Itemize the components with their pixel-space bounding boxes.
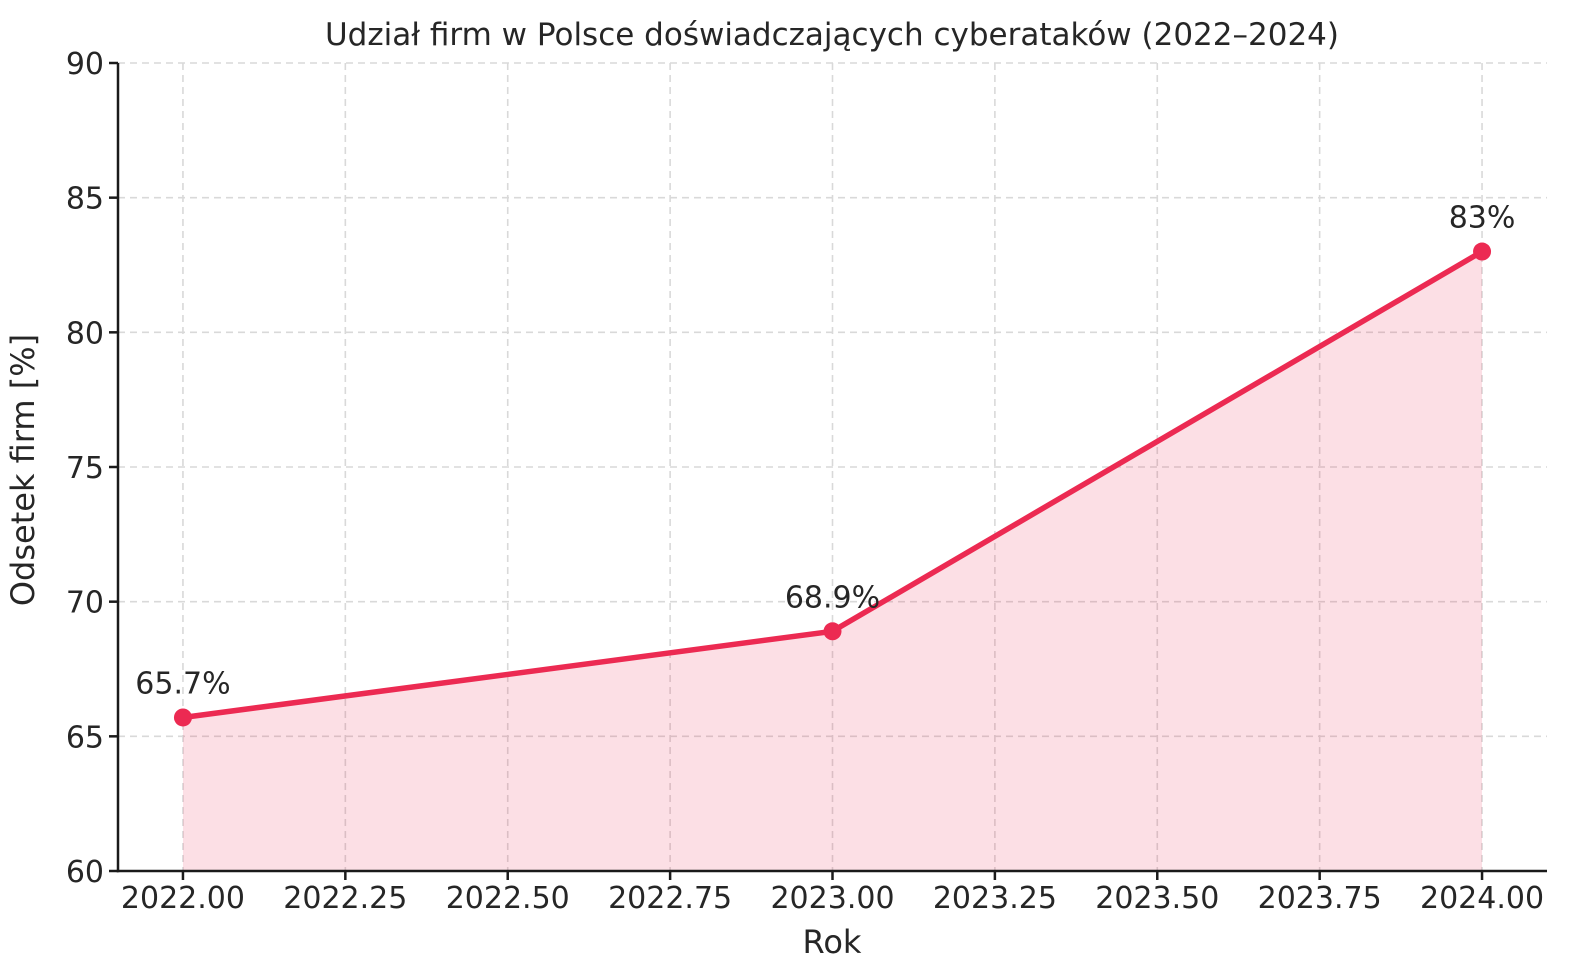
x-tick-label: 2023.00 [770,881,894,916]
y-tick-label: 70 [66,586,104,621]
point-label: 65.7% [135,666,230,701]
data-point [1473,242,1492,261]
x-tick-label: 2022.75 [608,881,732,916]
y-tick-label: 85 [66,182,104,217]
area-fill [182,251,1483,872]
x-tick-label: 2023.25 [933,881,1057,916]
point-labels-layer: 65.7% 68.9% 83% [135,201,1515,702]
y-tick-label: 80 [66,316,104,351]
x-tick-label: 2024.00 [1420,881,1544,916]
tick-labels-layer: 2022.00 2022.25 2022.50 2022.75 2023.00 2023.… [66,47,1544,916]
x-tick-label: 2022.00 [121,881,245,916]
y-tick-label: 60 [66,855,104,890]
y-axis-label: Odsetek firm [%] [4,334,42,606]
y-tick-label: 65 [66,720,104,755]
axes-layer [109,61,1547,880]
x-tick-label: 2022.25 [283,881,407,916]
chart-title: Udział firm w Polsce doświadczających cy… [325,17,1339,53]
area-fill-layer [182,251,1483,872]
x-tick-label: 2023.75 [1258,881,1382,916]
data-points-layer [173,242,1492,727]
y-tick-label: 90 [66,47,104,82]
data-point [173,708,192,727]
y-tick-label: 75 [66,451,104,486]
point-label: 83% [1449,201,1516,236]
point-label: 68.9% [785,580,880,615]
x-tick-label: 2022.50 [446,881,570,916]
x-tick-label: 2023.50 [1095,881,1219,916]
data-point [823,622,842,641]
x-axis-label: Rok [803,923,862,961]
